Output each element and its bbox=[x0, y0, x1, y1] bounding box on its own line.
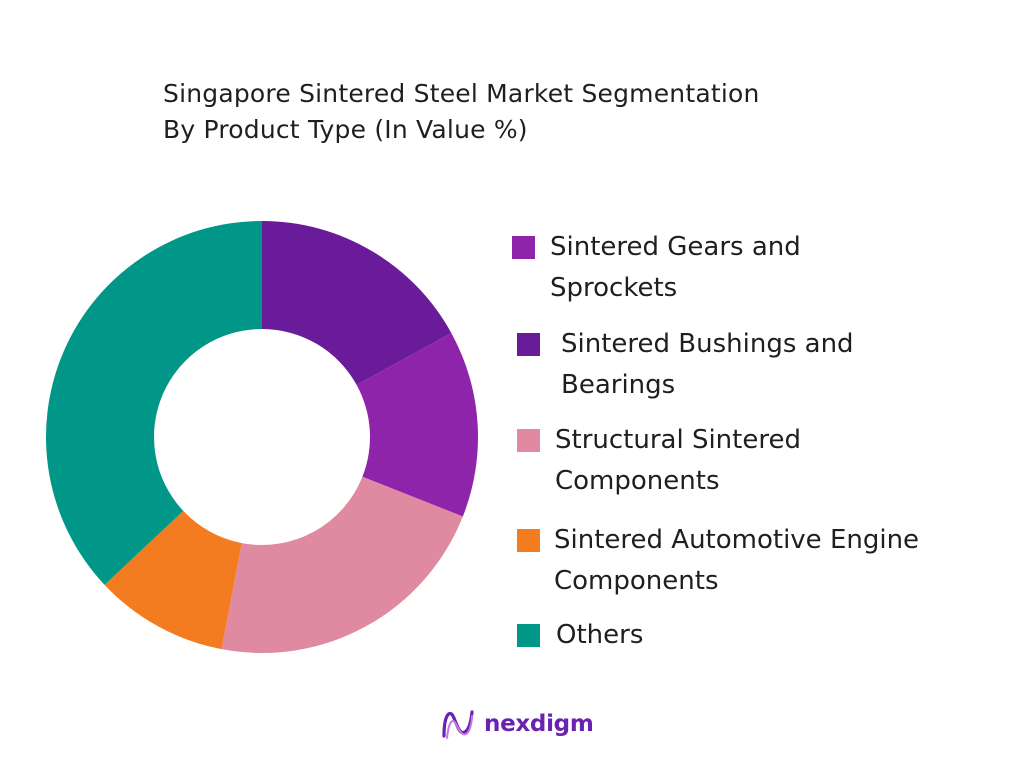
donut-slice-sintered-gears-and-sprockets bbox=[356, 332, 478, 517]
legend-label-gears-sprockets-cont: Sprockets bbox=[550, 273, 678, 303]
donut-slice-sintered-automotive-engine-components bbox=[104, 510, 242, 650]
legend-item-structural: Structural Sintered Components bbox=[517, 425, 801, 502]
legend-swatch-structural bbox=[517, 429, 540, 452]
legend-swatch-gears-sprockets bbox=[512, 236, 535, 259]
legend-item-bushings-bearings: Sintered Bushings and Bearings bbox=[517, 329, 854, 406]
legend-swatch-bushings-bearings bbox=[517, 333, 540, 356]
legend-label-gears-sprockets: Sintered Gears and bbox=[550, 232, 801, 262]
brand-name: nexdigm bbox=[484, 711, 594, 737]
donut-slice-others bbox=[46, 221, 263, 585]
chart-title: Singapore Sintered Steel Market Segmenta… bbox=[163, 76, 923, 148]
nexdigm-logo-icon bbox=[442, 710, 474, 739]
chart-title-line-1: Singapore Sintered Steel Market Segmenta… bbox=[163, 79, 760, 108]
legend-label-automotive-engine: Sintered Automotive Engine bbox=[554, 525, 920, 555]
legend-swatch-others bbox=[517, 624, 540, 647]
legend-label-others: Others bbox=[556, 620, 644, 650]
brand-logo: nexdigm bbox=[440, 704, 594, 744]
legend-label-bushings-bearings-cont: Bearings bbox=[561, 370, 676, 400]
legend-label-bushings-bearings: Sintered Bushings and bbox=[561, 329, 854, 359]
legend-label-structural: Structural Sintered bbox=[555, 425, 801, 455]
legend-item-gears-sprockets: Sintered Gears and Sprockets bbox=[512, 232, 801, 309]
legend-swatch-automotive-engine bbox=[517, 529, 540, 552]
legend-item-automotive-engine: Sintered Automotive Engine Components bbox=[517, 525, 919, 602]
donut-slice-sintered-bushings-and-bearings bbox=[262, 221, 452, 385]
legend-label-structural-cont: Components bbox=[555, 466, 720, 496]
legend-item-others: Others bbox=[517, 620, 643, 656]
chart-title-line-2: By Product Type (In Value %) bbox=[163, 115, 528, 144]
donut-slice-structural-sintered-components bbox=[221, 476, 463, 653]
legend-label-automotive-engine-cont: Components bbox=[554, 566, 719, 596]
